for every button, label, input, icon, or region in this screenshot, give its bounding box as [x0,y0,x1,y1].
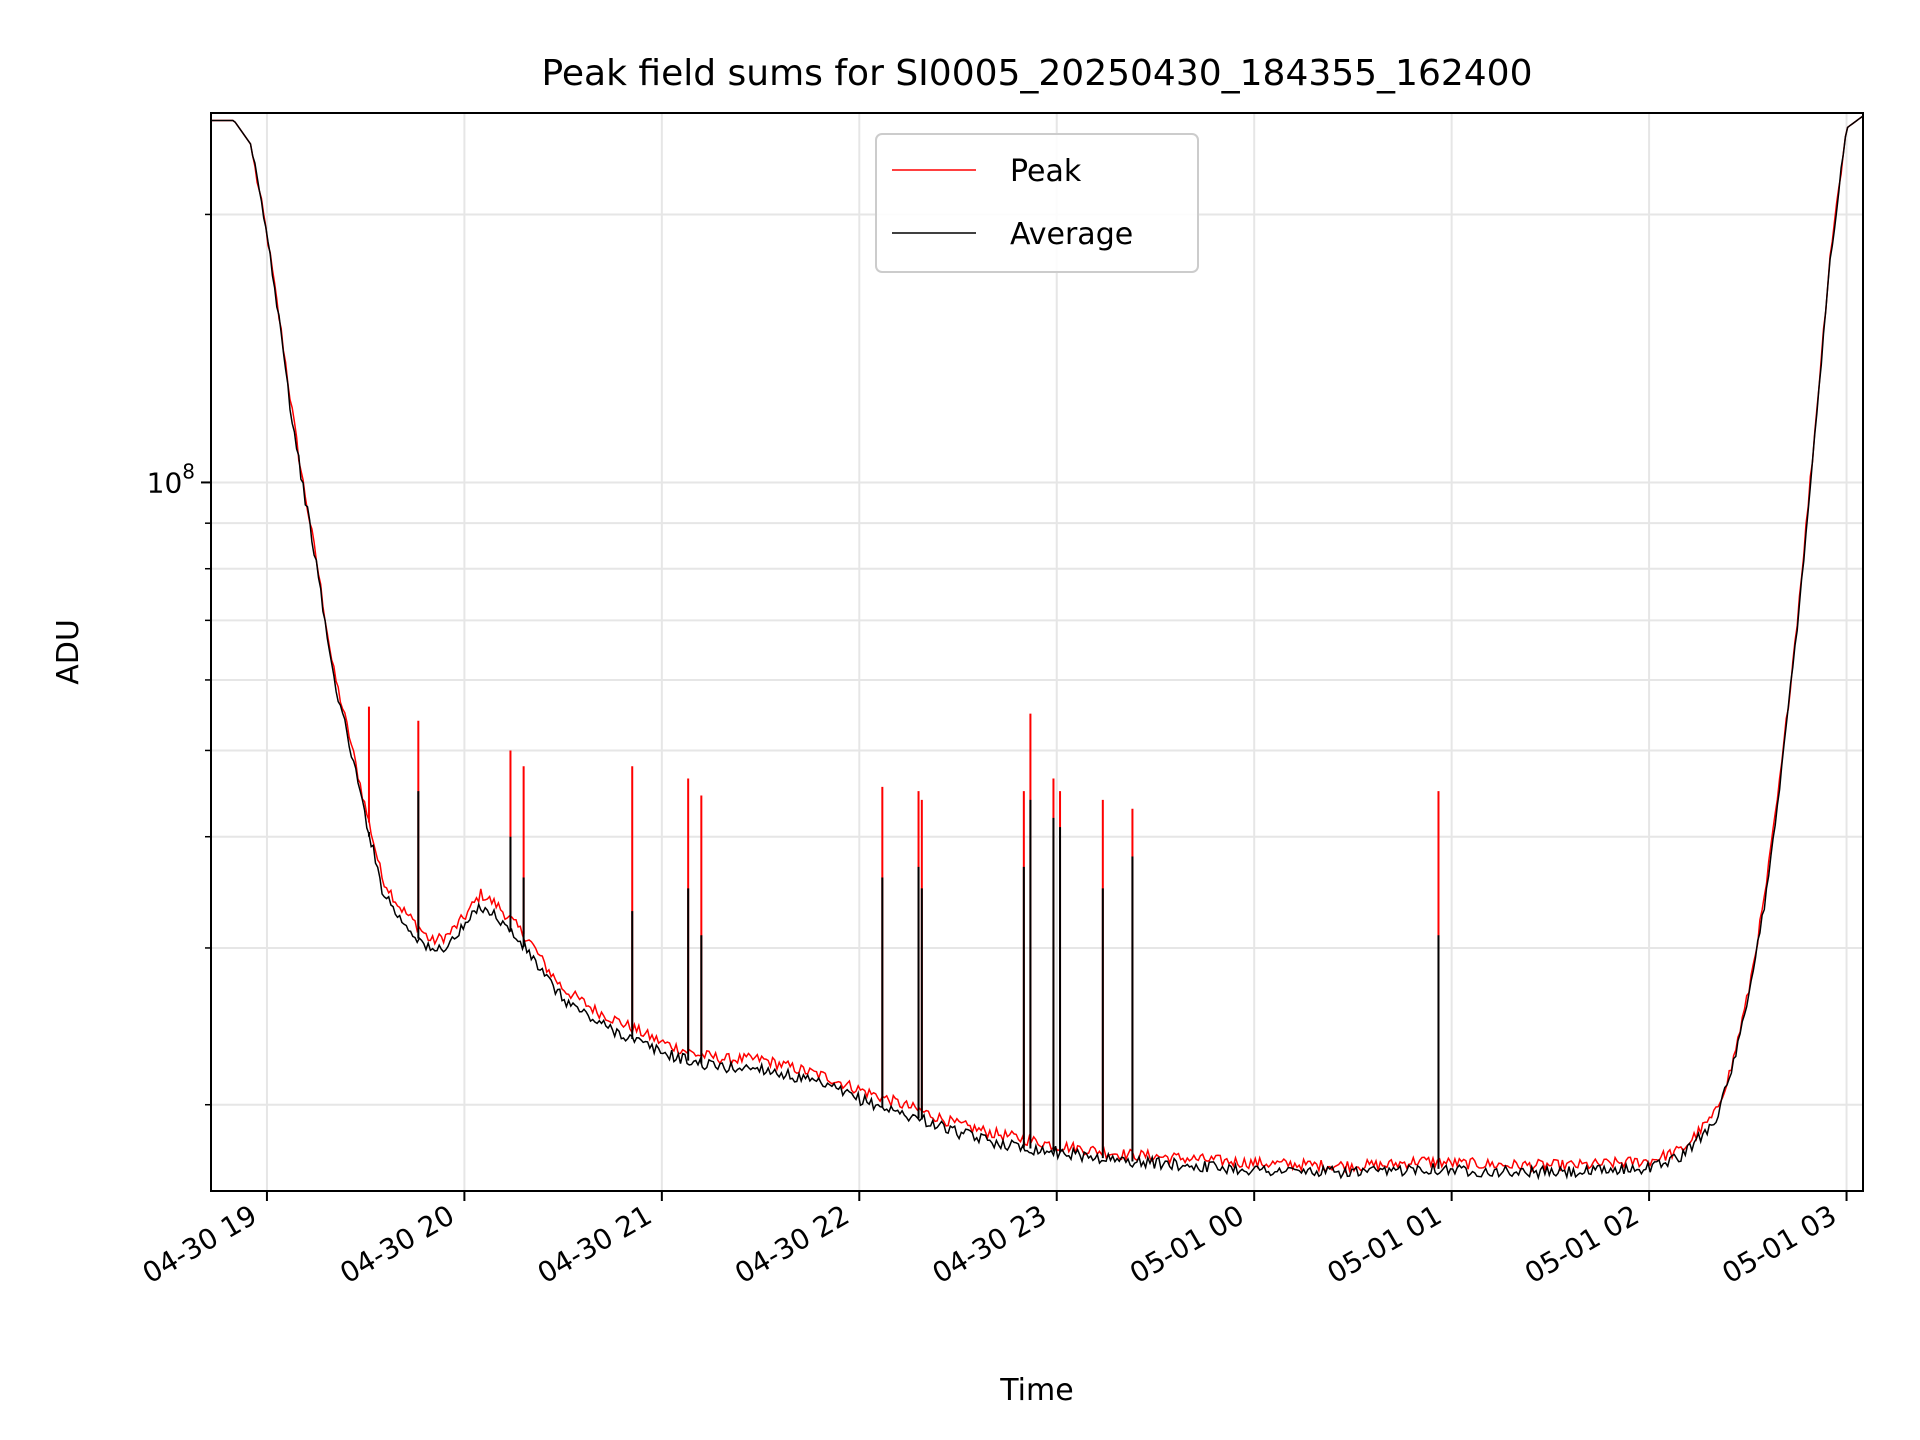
series-average [211,115,1863,1181]
y-axis: 108 [147,213,211,1106]
series-line-average [211,115,1863,1181]
y-axis-label: ADU [51,619,86,685]
legend-label-average: Average [1010,217,1133,252]
grid [211,113,1863,1191]
x-axis-label: Time [999,1373,1073,1408]
y-tick-label: 108 [147,459,195,499]
plot-area [211,115,1863,1181]
chart-title: Peak field sums for SI0005_20250430_1843… [541,53,1532,94]
series-line-peak [211,115,1863,1174]
plot-frame [210,112,1864,1192]
series-layer [211,115,1863,1181]
legend: Peak Average [875,133,1199,273]
legend-label-peak: Peak [1010,154,1082,189]
legend-box [875,133,1199,273]
